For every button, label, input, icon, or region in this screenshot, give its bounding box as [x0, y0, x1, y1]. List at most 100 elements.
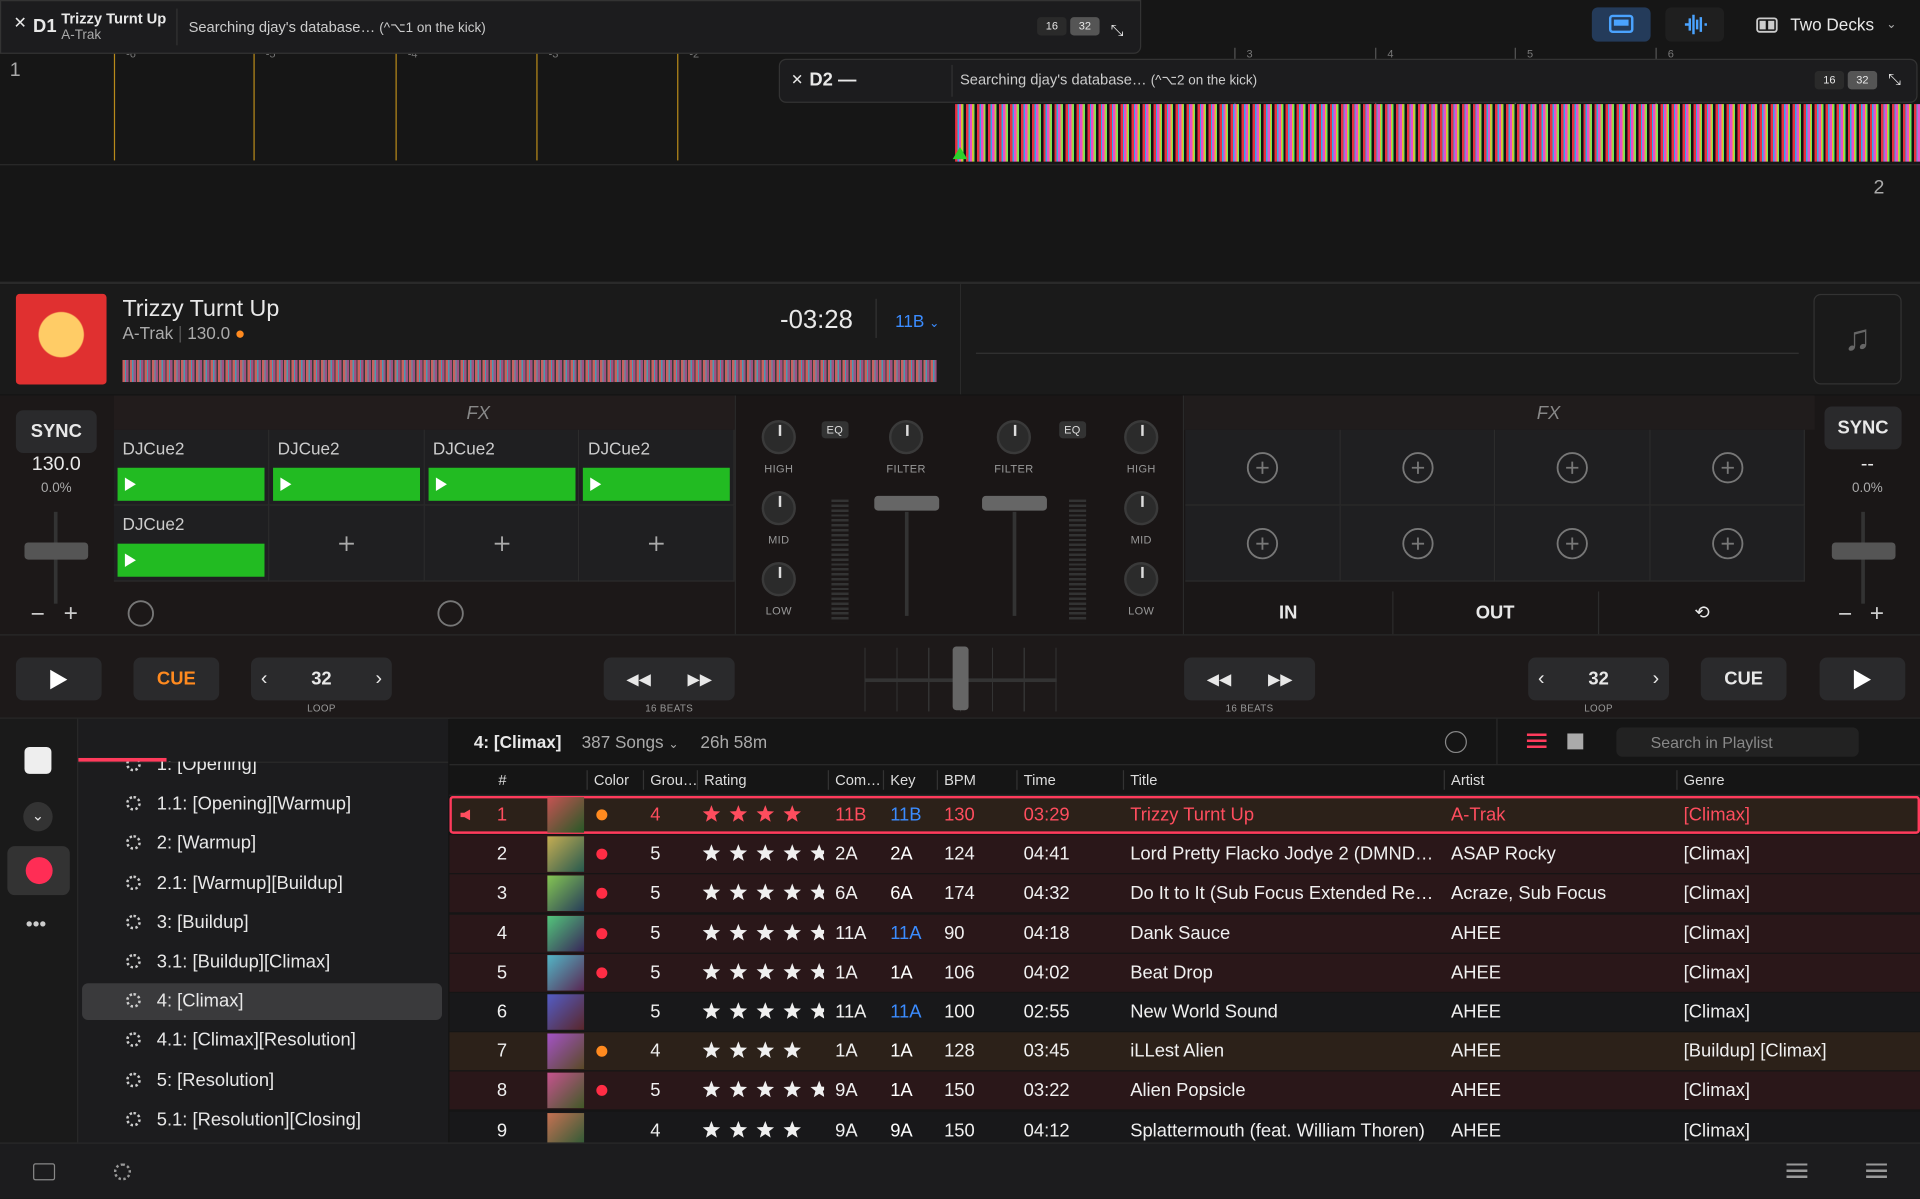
more[interactable]: •••	[25, 914, 47, 936]
beat-option[interactable]: 32	[1070, 17, 1100, 36]
track-row[interactable]: 5 5 1A 1A 106 04:02 Beat Drop AHEE [Climax]	[449, 953, 1920, 992]
cue-button[interactable]: CUE	[133, 657, 220, 701]
track-row[interactable]: 9 4 9A 9A 150 04:12 Splattermouth (feat. Willi…	[449, 1111, 1920, 1143]
pad-trigger[interactable]	[272, 467, 420, 501]
loop-pad[interactable]	[1340, 429, 1496, 506]
beat-option[interactable]: 16	[1814, 71, 1845, 90]
filter-knob[interactable]	[888, 420, 924, 455]
search-field[interactable]: Search in Playlist	[1616, 727, 1859, 757]
loop-in[interactable]: IN	[1184, 591, 1394, 635]
eq-low-knob[interactable]	[1124, 562, 1159, 597]
beat-option[interactable]: 32	[1847, 71, 1878, 90]
channel-fader[interactable]	[982, 495, 1047, 511]
playlist-item[interactable]: 5: [Resolution]	[82, 1062, 442, 1099]
column-header[interactable]: Rating	[704, 771, 747, 789]
fx-button[interactable]: FX	[466, 402, 491, 424]
expand-button[interactable]: ⤡	[1888, 69, 1901, 89]
filter-button[interactable]	[1444, 731, 1467, 754]
pitch-minus[interactable]: −	[30, 601, 45, 629]
fx-button[interactable]: FX	[1536, 402, 1561, 424]
loop-pad[interactable]	[1185, 505, 1341, 582]
source-icon[interactable]	[24, 746, 52, 774]
pitch-plus[interactable]: +	[1869, 600, 1885, 627]
playlist-item[interactable]: 4.1: [Climax][Resolution]	[82, 1023, 442, 1060]
grid-view[interactable]	[1567, 733, 1584, 750]
eq-menu[interactable]: EQ	[821, 421, 849, 439]
column-header[interactable]: Key	[890, 771, 916, 789]
track-row[interactable]: 3 5 6A 6A 174 04:32 Do It to It (Sub Focus Ext…	[449, 874, 1920, 913]
playlist-item[interactable]: 4: [Climax]	[82, 983, 443, 1021]
loop-out[interactable]: OUT	[1392, 591, 1600, 635]
track-row[interactable]: 6 5 11A 11A 100 02:55 New World Sound AHEE [Clim…	[449, 993, 1920, 1032]
track-row[interactable]: 4 5 11A 11A 90 04:18 Dank Sauce AHEE [Climax]	[449, 914, 1920, 953]
cue-pad[interactable]: DJCue2	[113, 505, 270, 582]
pad-trigger[interactable]	[117, 543, 265, 577]
close-button[interactable]: ✕	[791, 71, 804, 89]
pitch-minus[interactable]: −	[1837, 601, 1853, 629]
column-header[interactable]: Grou…	[650, 771, 698, 789]
loop-size[interactable]: ‹ 32 ›	[251, 657, 392, 701]
cue-pad[interactable]: DJCue2	[424, 429, 580, 506]
eq-high-knob[interactable]	[1124, 420, 1159, 455]
loop-pad[interactable]	[1650, 505, 1805, 582]
column-header[interactable]: Time	[1023, 771, 1056, 789]
track-row[interactable]: 8 5 9A 1A 150 03:22 Alien Popsicle AHEE [Climax]	[449, 1071, 1920, 1110]
window-button[interactable]	[33, 1163, 56, 1181]
column-header[interactable]: Com…	[835, 771, 881, 789]
music-source[interactable]	[7, 846, 70, 896]
loop-pad[interactable]	[1495, 505, 1650, 582]
layout-menu[interactable]: Two Decks ⌄	[1756, 15, 1897, 34]
playlist-item[interactable]: 5.1: [Resolution][Closing]	[82, 1102, 442, 1139]
eq-menu[interactable]: EQ	[1059, 421, 1086, 439]
column-header[interactable]: Genre	[1683, 771, 1725, 789]
sync-button[interactable]: SYNC	[1824, 406, 1902, 450]
pitch-slider[interactable]	[1831, 542, 1896, 560]
layout-button[interactable]	[1591, 7, 1651, 42]
sync-button[interactable]: SYNC	[15, 410, 97, 454]
playlist-item[interactable]: 2: [Warmup]	[82, 826, 442, 863]
play-button[interactable]	[1819, 657, 1906, 701]
track-row[interactable]: 2 5 2A 2A 124 04:41 Lord Pretty Flacko Jodye 2…	[449, 835, 1920, 874]
track-row[interactable]: 1 4 11B 11B 130 03:29 Trizzy Turnt Up A-Trak [Cl…	[449, 795, 1920, 834]
expand[interactable]: ⌄	[23, 802, 53, 832]
loop-pad[interactable]	[1650, 429, 1805, 506]
cue-pad[interactable]: DJCue2	[269, 429, 425, 506]
reloop[interactable]: ⟲	[1694, 602, 1710, 624]
pitch-plus[interactable]: +	[63, 600, 78, 627]
loop-pad[interactable]	[1495, 429, 1650, 506]
pad-trigger[interactable]	[583, 467, 731, 501]
eq-high-knob[interactable]	[761, 420, 796, 455]
pad-trigger[interactable]	[117, 467, 265, 501]
channel-fader[interactable]	[874, 495, 940, 511]
playlist-item[interactable]: 1: [Opening]	[82, 761, 442, 784]
column-header[interactable]: BPM	[944, 771, 976, 789]
loop-pad[interactable]	[1340, 505, 1496, 582]
loop-icon[interactable]	[437, 600, 464, 627]
cue-pad[interactable]	[424, 505, 580, 582]
playlist-item[interactable]: 2.1: [Warmup][Buildup]	[82, 865, 442, 902]
expand-button[interactable]: ⤡	[1110, 20, 1124, 40]
track-row[interactable]: 7 4 1A 1A 128 03:45 iLLest Alien AHEE [Buildup] …	[449, 1032, 1920, 1071]
cue-button[interactable]: CUE	[1700, 657, 1787, 701]
cue-pad[interactable]: DJCue2	[579, 429, 735, 506]
crossfader[interactable]	[952, 646, 969, 711]
playlist-item[interactable]: 3.1: [Buildup][Climax]	[82, 944, 442, 981]
column-header[interactable]: Title	[1130, 771, 1158, 789]
loop-pad[interactable]	[1185, 429, 1341, 506]
column-header[interactable]: Artist	[1451, 771, 1485, 789]
list-view[interactable]	[1526, 733, 1547, 750]
loop-size[interactable]: ‹ 32 ›	[1528, 657, 1669, 701]
song-count[interactable]: 387 Songs ⌄	[581, 732, 679, 752]
pitch-slider[interactable]	[24, 542, 89, 560]
column-header[interactable]: #	[498, 771, 507, 789]
loop-icon[interactable]	[127, 600, 154, 627]
column-header[interactable]: Color	[593, 771, 630, 789]
key[interactable]: 11B ⌄	[895, 311, 940, 331]
playlist-item[interactable]: 1.1: [Opening][Warmup]	[82, 786, 442, 823]
list-button[interactable]	[1866, 1163, 1887, 1180]
beat-jump[interactable]: ◀◀ ▶▶	[1184, 657, 1316, 701]
brightness-button[interactable]	[113, 1163, 132, 1181]
cue-pad[interactable]	[579, 505, 735, 582]
waveform-button[interactable]	[1665, 7, 1725, 42]
eq-mid-knob[interactable]	[1124, 491, 1159, 526]
